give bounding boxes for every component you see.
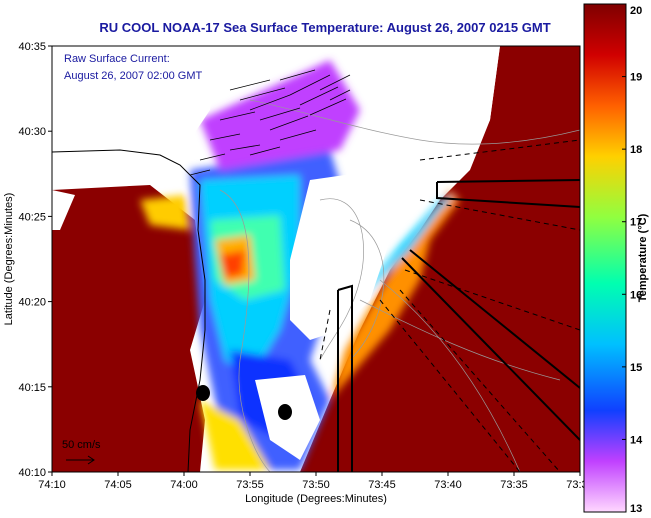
coastline bbox=[52, 149, 206, 472]
colorbar-tick-label: 13 bbox=[630, 503, 642, 515]
map-panel bbox=[52, 46, 580, 472]
x-tick-label: 74:10 bbox=[38, 479, 66, 491]
y-tick-label: 40:20 bbox=[18, 297, 46, 309]
colorbar-tick-label: 16 bbox=[630, 289, 642, 301]
y-tick-label: 40:35 bbox=[18, 41, 46, 53]
x-tick-label: 73:55 bbox=[236, 479, 264, 491]
x-tick-label: 74:05 bbox=[104, 479, 132, 491]
colorbar-tick-label: 20 bbox=[630, 5, 642, 17]
current-note-line1: Raw Surface Current: bbox=[64, 53, 170, 65]
colorbar-tick-label: 19 bbox=[630, 72, 642, 84]
y-axis-label: Latitude (Degrees:Minutes) bbox=[3, 193, 15, 326]
transect-lines bbox=[337, 179, 580, 472]
colorbar-tick-label: 15 bbox=[630, 362, 642, 374]
colorbar-tick-label: 14 bbox=[630, 434, 643, 446]
x-tick-label: 74:00 bbox=[170, 479, 198, 491]
x-tick-label: 73:50 bbox=[302, 479, 330, 491]
no-data-area bbox=[290, 160, 420, 340]
station-marker bbox=[278, 404, 292, 420]
y-tick-label: 40:25 bbox=[18, 211, 46, 223]
y-tick-label: 40:15 bbox=[18, 382, 46, 394]
colorbar bbox=[583, 3, 627, 513]
x-tick-label: 73:45 bbox=[368, 479, 396, 491]
station-marker bbox=[196, 385, 210, 401]
scale-arrow bbox=[66, 455, 95, 465]
colorbar-tick-label: 18 bbox=[630, 144, 642, 156]
y-axis-ticks: 40:35 40:30 40:25 40:20 40:15 40:10 bbox=[18, 41, 52, 479]
x-tick-label: 73:35 bbox=[500, 479, 528, 491]
bathymetry-contours bbox=[219, 99, 580, 472]
colorbar-ticks: 20 19 18 17 16 15 14 13 bbox=[622, 3, 643, 515]
map-title: RU COOL NOAA-17 Sea Surface Temperature:… bbox=[99, 20, 551, 35]
scale-label: 50 cm/s bbox=[62, 439, 101, 451]
current-vectors bbox=[189, 69, 351, 176]
y-tick-label: 40:10 bbox=[18, 467, 46, 479]
x-axis-ticks: 74:10 74:05 74:00 73:55 73:50 73:45 73:40 73:35… bbox=[38, 472, 594, 491]
current-note-line2: August 26, 2007 02:00 GMT bbox=[64, 70, 202, 82]
x-axis-label: Longitude (Degrees:Minutes) bbox=[245, 493, 387, 505]
y-tick-label: 40:30 bbox=[18, 126, 46, 138]
colorbar-tick-label: 17 bbox=[630, 217, 642, 229]
colorbar-label: Temperature (°C) bbox=[637, 213, 649, 302]
warm-water-coastal bbox=[52, 185, 205, 472]
x-tick-label: 73:40 bbox=[434, 479, 462, 491]
